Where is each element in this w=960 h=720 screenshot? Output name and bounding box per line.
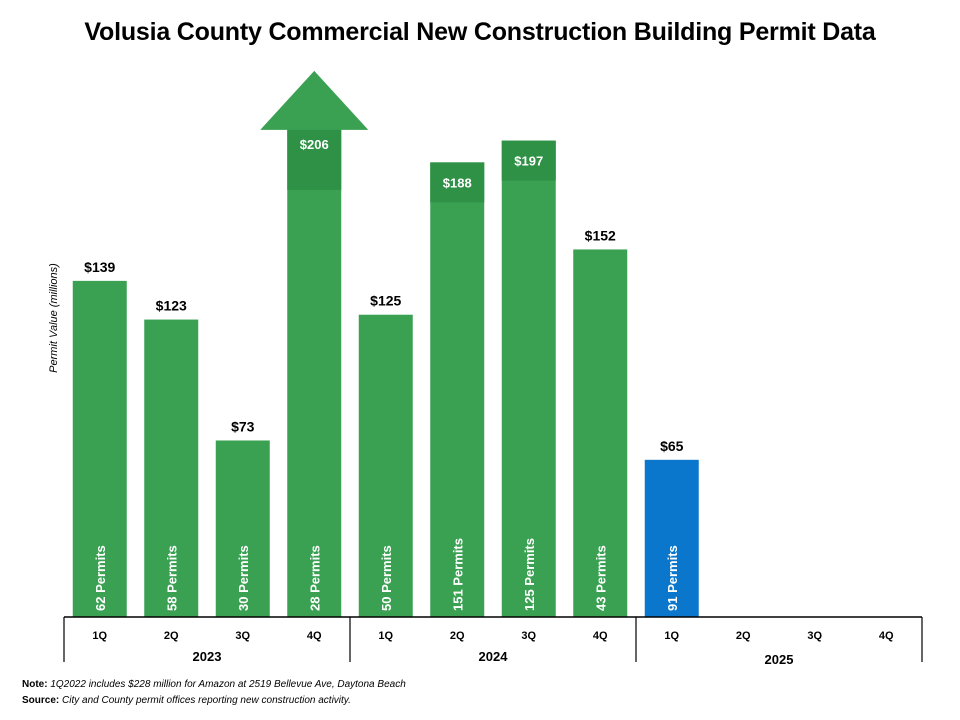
- value-label: $65: [660, 438, 684, 454]
- value-label: $139: [84, 259, 115, 275]
- quarter-tick-label: 4Q: [593, 630, 608, 642]
- permit-count-label: 58 Permits: [164, 545, 179, 611]
- bar: [644, 459, 699, 617]
- bar: [573, 249, 628, 617]
- permit-count-label: 91 Permits: [665, 545, 680, 611]
- bar: [215, 440, 270, 617]
- note-text: 1Q2022 includes $228 million for Amazon …: [50, 679, 406, 690]
- year-label: 2024: [479, 649, 509, 664]
- bar: [501, 140, 556, 618]
- value-label: $152: [585, 227, 616, 243]
- quarter-tick-label: 2Q: [450, 630, 465, 642]
- value-label: $188: [443, 175, 472, 190]
- bar-cap: [430, 162, 485, 203]
- chart-title: Volusia County Commercial New Constructi…: [84, 18, 876, 46]
- footnotes: Note: 1Q2022 includes $228 million for A…: [22, 677, 406, 709]
- value-label: $197: [514, 154, 543, 169]
- bar: [72, 280, 127, 617]
- bar-arrow-shade: [287, 129, 342, 190]
- source-text: City and County permit offices reporting…: [62, 695, 351, 706]
- bar-cap: [501, 140, 556, 181]
- quarter-tick-label: 4Q: [879, 630, 894, 642]
- year-label: 2025: [765, 652, 794, 667]
- value-label: $73: [231, 418, 255, 434]
- permit-count-label: 43 Permits: [593, 545, 608, 611]
- quarter-tick-label: 2Q: [164, 630, 179, 642]
- permit-count-label: 125 Permits: [522, 538, 537, 611]
- permit-count-label: 151 Permits: [450, 538, 465, 611]
- value-label: $123: [156, 298, 187, 314]
- permit-count-label: 28 Permits: [307, 545, 322, 611]
- quarter-tick-label: 3Q: [235, 630, 250, 642]
- note-label: Note:: [22, 679, 48, 690]
- bar: [287, 118, 342, 617]
- bar: [358, 314, 413, 617]
- value-label: $125: [370, 293, 401, 309]
- quarter-tick-label: 3Q: [521, 630, 536, 642]
- quarter-tick-label: 1Q: [378, 630, 393, 642]
- bar: [144, 319, 199, 617]
- source-label: Source:: [22, 695, 60, 706]
- value-label: $206: [300, 137, 329, 152]
- quarter-tick-label: 3Q: [807, 630, 822, 642]
- quarter-tick-label: 2Q: [736, 630, 751, 642]
- quarter-tick-label: 4Q: [307, 630, 322, 642]
- quarter-tick-label: 1Q: [664, 630, 679, 642]
- bar: [430, 162, 485, 617]
- note-line: Note: 1Q2022 includes $228 million for A…: [22, 677, 406, 693]
- quarter-tick-label: 1Q: [92, 630, 107, 642]
- permit-count-label: 30 Permits: [236, 545, 251, 611]
- source-line: Source: City and County permit offices r…: [22, 693, 406, 709]
- bar-arrow-head: [260, 70, 369, 130]
- permit-count-label: 62 Permits: [93, 545, 108, 611]
- permit-count-label: 50 Permits: [379, 545, 394, 611]
- year-label: 2023: [193, 649, 222, 664]
